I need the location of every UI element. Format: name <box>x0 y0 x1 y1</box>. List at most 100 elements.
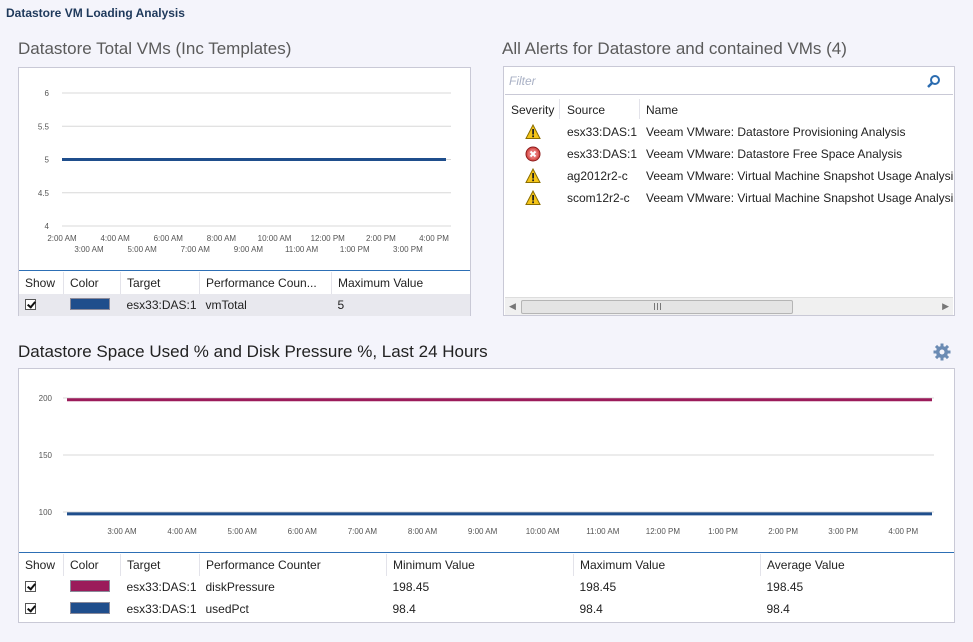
counter-cell: vmTotal <box>205 298 247 312</box>
x-tick-label: 1:00 PM <box>340 245 370 254</box>
gear-icon[interactable] <box>933 343 951 361</box>
x-tick-label: 12:00 PM <box>646 527 681 536</box>
target-cell: esx33:DAS:1 <box>126 298 197 312</box>
col-source[interactable]: Source <box>567 103 606 117</box>
alert-name: Veeam VMware: Virtual Machine Snapshot U… <box>646 191 953 205</box>
alert-name: Veeam VMware: Datastore Free Space Analy… <box>646 147 903 161</box>
x-tick-label: 10:00 AM <box>526 527 560 536</box>
col-avg[interactable]: Average Value <box>767 558 845 572</box>
alert-source: esx33:DAS:1 <box>567 125 638 139</box>
scroll-right-icon[interactable]: ▶ <box>942 301 949 311</box>
max-cell: 5 <box>337 298 345 312</box>
scroll-left-icon[interactable]: ◀ <box>509 301 516 311</box>
col-name[interactable]: Name <box>646 103 679 117</box>
horizontal-scrollbar[interactable]: ◀ ▶ <box>505 297 953 315</box>
x-tick-label: 8:00 AM <box>207 234 237 243</box>
search-icon[interactable] <box>927 74 941 88</box>
vm-chart: 6 5.5 5 4.5 4 2:00 AM 4:00 AM 6:00 AM 8:00 AM 10:… <box>38 89 451 254</box>
min-cell: 198.45 <box>392 580 430 594</box>
x-tick-label: 4:00 AM <box>100 234 130 243</box>
critical-icon <box>505 146 561 162</box>
col-counter[interactable]: Performance Counter <box>199 554 387 576</box>
space-chart-title: Datastore Space Used % and Disk Pressure… <box>18 342 488 361</box>
show-checkbox[interactable] <box>19 294 64 316</box>
col-max[interactable]: Maximum Value <box>338 276 424 290</box>
avg-cell: 198.45 <box>766 580 804 594</box>
counter-cell: diskPressure <box>205 580 275 594</box>
min-cell: 98.4 <box>392 602 416 616</box>
x-tick-label: 10:00 AM <box>258 234 292 243</box>
x-tick-label: 3:00 PM <box>828 527 858 536</box>
x-tick-label: 6:00 AM <box>288 527 318 536</box>
y-tick-label: 200 <box>39 394 53 403</box>
space-legend-table: Show Color Target Performance Counter Mi… <box>19 554 954 620</box>
col-color[interactable]: Color <box>63 554 121 576</box>
x-tick-label: 2:00 AM <box>47 234 77 243</box>
x-tick-label: 4:00 PM <box>888 527 918 536</box>
alert-source: esx33:DAS:1 <box>567 147 638 161</box>
y-tick-label: 5.5 <box>38 122 50 131</box>
counter-cell: usedPct <box>205 602 249 616</box>
col-counter[interactable]: Performance Coun... <box>199 272 332 294</box>
y-tick-label: 100 <box>39 508 53 517</box>
x-tick-label: 11:00 AM <box>586 527 620 536</box>
vm-chart-panel: 6 5.5 5 4.5 4 2:00 AM 4:00 AM 6:00 AM 8:00 AM 10:… <box>18 67 471 316</box>
alert-source: ag2012r2-c <box>567 169 628 183</box>
show-checkbox[interactable] <box>19 576 64 598</box>
x-tick-label: 4:00 AM <box>167 527 197 536</box>
color-swatch[interactable] <box>64 294 121 316</box>
vm-legend-header: Show Color Target Performance Coun... Ma… <box>19 272 470 294</box>
col-min[interactable]: Minimum Value <box>386 554 574 576</box>
x-tick-label: 5:00 AM <box>228 527 258 536</box>
x-tick-label: 12:00 PM <box>311 234 346 243</box>
alerts-title: All Alerts for Datastore and contained V… <box>502 39 847 58</box>
alert-row[interactable]: ag2012r2-c Veeam VMware: Virtual Machine … <box>505 165 953 187</box>
scroll-thumb[interactable] <box>521 300 793 314</box>
window-title: Datastore VM Loading Analysis <box>6 6 185 20</box>
show-checkbox[interactable] <box>19 598 64 620</box>
col-color[interactable]: Color <box>63 272 121 294</box>
x-tick-label: 1:00 PM <box>708 527 738 536</box>
col-show[interactable]: Show <box>19 554 64 576</box>
alert-name: Veeam VMware: Datastore Provisioning Ana… <box>646 125 906 139</box>
target-cell: esx33:DAS:1 <box>126 602 197 616</box>
color-swatch[interactable] <box>64 598 121 620</box>
x-tick-label: 7:00 AM <box>348 527 378 536</box>
col-show[interactable]: Show <box>19 272 64 294</box>
alerts-header: Severity Source Name <box>505 99 953 121</box>
alert-row[interactable]: esx33:DAS:1 Veeam VMware: Datastore Provi… <box>505 121 953 143</box>
alert-name: Veeam VMware: Virtual Machine Snapshot U… <box>646 169 953 183</box>
x-tick-label: 3:00 AM <box>107 527 137 536</box>
y-tick-label: 150 <box>39 451 53 460</box>
x-tick-label: 11:00 AM <box>285 245 319 254</box>
x-tick-label: 8:00 AM <box>408 527 438 536</box>
col-target[interactable]: Target <box>120 272 200 294</box>
x-tick-label: 2:00 PM <box>366 234 396 243</box>
target-cell: esx33:DAS:1 <box>126 580 197 594</box>
alert-row[interactable]: scom12r2-c Veeam VMware: Virtual Machine … <box>505 187 953 209</box>
space-chart: 200 150 100 3:00 AM 4:00 AM 5:00 AM 6:00 AM 7:0… <box>39 394 934 536</box>
table-row[interactable]: esx33:DAS:1 vmTotal 5 <box>19 294 470 316</box>
x-tick-label: 3:00 PM <box>393 245 423 254</box>
col-target[interactable]: Target <box>120 554 200 576</box>
color-swatch[interactable] <box>64 576 121 598</box>
max-cell: 198.45 <box>579 580 617 594</box>
table-row[interactable]: esx33:DAS:1 usedPct 98.4 98.4 98.4 <box>19 598 954 620</box>
filter-input[interactable]: Filter <box>505 68 953 95</box>
x-tick-label: 9:00 AM <box>234 245 264 254</box>
alerts-panel <box>503 66 955 316</box>
alert-row[interactable]: esx33:DAS:1 Veeam VMware: Datastore Free … <box>505 143 953 165</box>
x-tick-label: 6:00 AM <box>154 234 184 243</box>
col-severity[interactable]: Severity <box>511 103 555 117</box>
table-row[interactable]: esx33:DAS:1 diskPressure 198.45 198.45 1… <box>19 576 954 598</box>
x-tick-label: 2:00 PM <box>768 527 798 536</box>
x-tick-label: 7:00 AM <box>181 245 211 254</box>
y-tick-label: 4 <box>45 222 50 231</box>
alerts-list: esx33:DAS:1 Veeam VMware: Datastore Provi… <box>505 121 953 209</box>
warning-icon <box>505 190 561 206</box>
col-max[interactable]: Maximum Value <box>573 554 761 576</box>
x-tick-label: 4:00 PM <box>419 234 449 243</box>
max-cell: 98.4 <box>579 602 603 616</box>
y-tick-label: 5 <box>45 156 50 165</box>
space-chart-panel: 200 150 100 3:00 AM 4:00 AM 5:00 AM 6:00 AM 7:0… <box>18 368 955 623</box>
